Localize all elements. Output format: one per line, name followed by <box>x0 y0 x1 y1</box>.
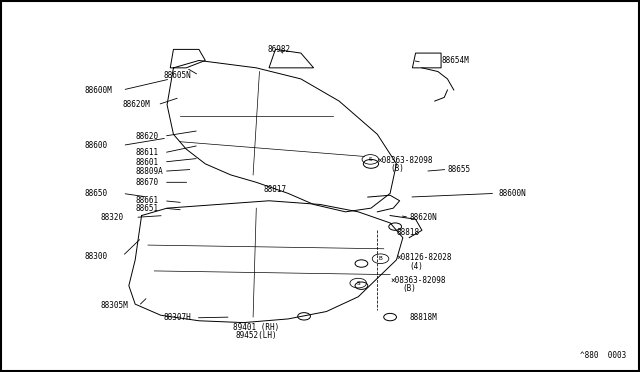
Text: 88818: 88818 <box>396 228 420 237</box>
Text: 88601: 88601 <box>135 157 158 167</box>
Text: 88620M: 88620M <box>122 100 150 109</box>
Text: 88611: 88611 <box>135 148 158 157</box>
Text: 88809A: 88809A <box>135 167 163 176</box>
Text: 88300: 88300 <box>84 251 108 261</box>
Text: ×08363-82098: ×08363-82098 <box>390 276 445 285</box>
Text: 89401 (RH): 89401 (RH) <box>233 323 280 331</box>
Text: 88600N: 88600N <box>499 189 526 198</box>
Text: ×08126-82028: ×08126-82028 <box>396 253 452 263</box>
Text: (B): (B) <box>403 284 417 293</box>
Text: 88650: 88650 <box>84 189 108 198</box>
Text: ×08363-82098: ×08363-82098 <box>378 155 433 165</box>
Text: (B): (B) <box>390 164 404 173</box>
Text: 88620N: 88620N <box>409 213 437 222</box>
Text: 88307H: 88307H <box>164 313 191 322</box>
Text: 88605N: 88605N <box>164 71 191 80</box>
Text: ^880  0003: ^880 0003 <box>580 350 626 359</box>
Text: 88655: 88655 <box>447 165 470 174</box>
Text: (4): (4) <box>409 262 423 270</box>
Text: 88620: 88620 <box>135 132 158 141</box>
Text: 88654M: 88654M <box>441 56 469 65</box>
Text: 89452(LH): 89452(LH) <box>236 331 277 340</box>
Text: S: S <box>369 157 372 162</box>
Text: 88600M: 88600M <box>84 86 112 94</box>
Text: 88661: 88661 <box>135 196 158 205</box>
Text: 88305M: 88305M <box>100 301 128 311</box>
Text: 88817: 88817 <box>264 185 287 194</box>
Text: 88818M: 88818M <box>409 313 437 322</box>
Text: 88651: 88651 <box>135 203 158 213</box>
Text: 88320: 88320 <box>100 213 124 222</box>
Text: B: B <box>379 256 383 261</box>
Text: 88670: 88670 <box>135 178 158 187</box>
Text: S: S <box>356 280 360 286</box>
Text: 86982: 86982 <box>267 45 290 54</box>
Text: 88600: 88600 <box>84 141 108 150</box>
